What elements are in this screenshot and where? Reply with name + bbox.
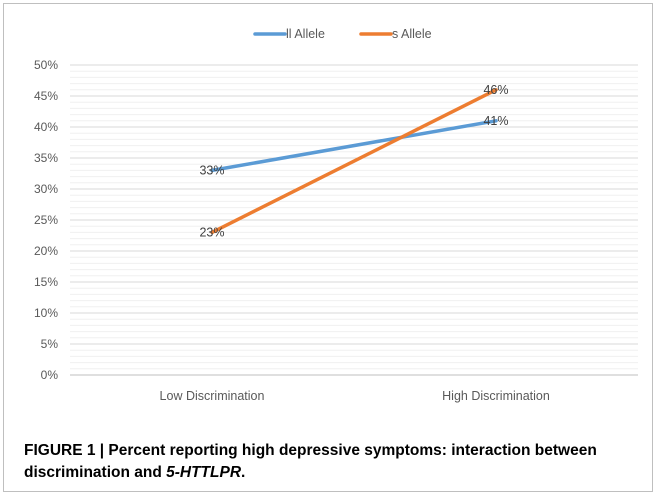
series-line bbox=[210, 88, 498, 235]
x-tick-label: High Discrimination bbox=[442, 389, 550, 403]
data-label: 33% bbox=[199, 163, 224, 177]
caption-prefix: FIGURE 1 | Percent reporting high depres… bbox=[24, 442, 597, 481]
data-label: 23% bbox=[199, 225, 224, 239]
legend-label: s Allele bbox=[392, 27, 432, 41]
x-tick-label: Low Discrimination bbox=[160, 389, 265, 403]
y-tick-label: 45% bbox=[34, 89, 58, 103]
y-tick-label: 0% bbox=[41, 368, 59, 382]
y-tick-label: 35% bbox=[34, 151, 58, 165]
y-tick-label: 30% bbox=[34, 182, 58, 196]
legend-label: ll Allele bbox=[286, 27, 325, 41]
caption-gene: 5-HTTLPR bbox=[166, 464, 242, 481]
chart-frame bbox=[3, 3, 653, 492]
caption-suffix: . bbox=[241, 464, 246, 481]
y-tick-label: 10% bbox=[34, 306, 58, 320]
series-line bbox=[210, 119, 498, 173]
figure-caption: FIGURE 1 | Percent reporting high depres… bbox=[24, 440, 644, 484]
y-tick-label: 20% bbox=[34, 244, 58, 258]
y-tick-label: 50% bbox=[34, 58, 58, 72]
y-tick-label: 15% bbox=[34, 275, 58, 289]
line-chart: 0% 5% 10% 15% 20% 25% 30% 35% 40% 45% 50% Low Discr… bbox=[34, 27, 638, 403]
y-tick-label: 25% bbox=[34, 213, 58, 227]
y-tick-label: 5% bbox=[41, 337, 59, 351]
y-tick-label: 40% bbox=[34, 120, 58, 134]
data-label: 41% bbox=[483, 114, 508, 128]
data-label: 46% bbox=[483, 83, 508, 97]
